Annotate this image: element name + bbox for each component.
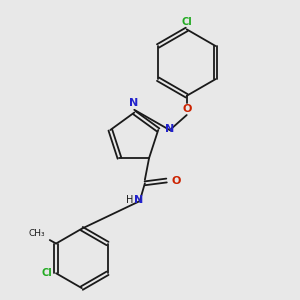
Text: CH₃: CH₃	[29, 229, 46, 238]
Text: N: N	[164, 124, 174, 134]
Text: N: N	[129, 98, 138, 108]
Text: Cl: Cl	[41, 268, 52, 278]
Text: Cl: Cl	[181, 16, 192, 27]
Text: H: H	[126, 195, 134, 205]
Text: N: N	[134, 195, 143, 205]
Text: O: O	[171, 176, 181, 185]
Text: O: O	[182, 104, 191, 114]
